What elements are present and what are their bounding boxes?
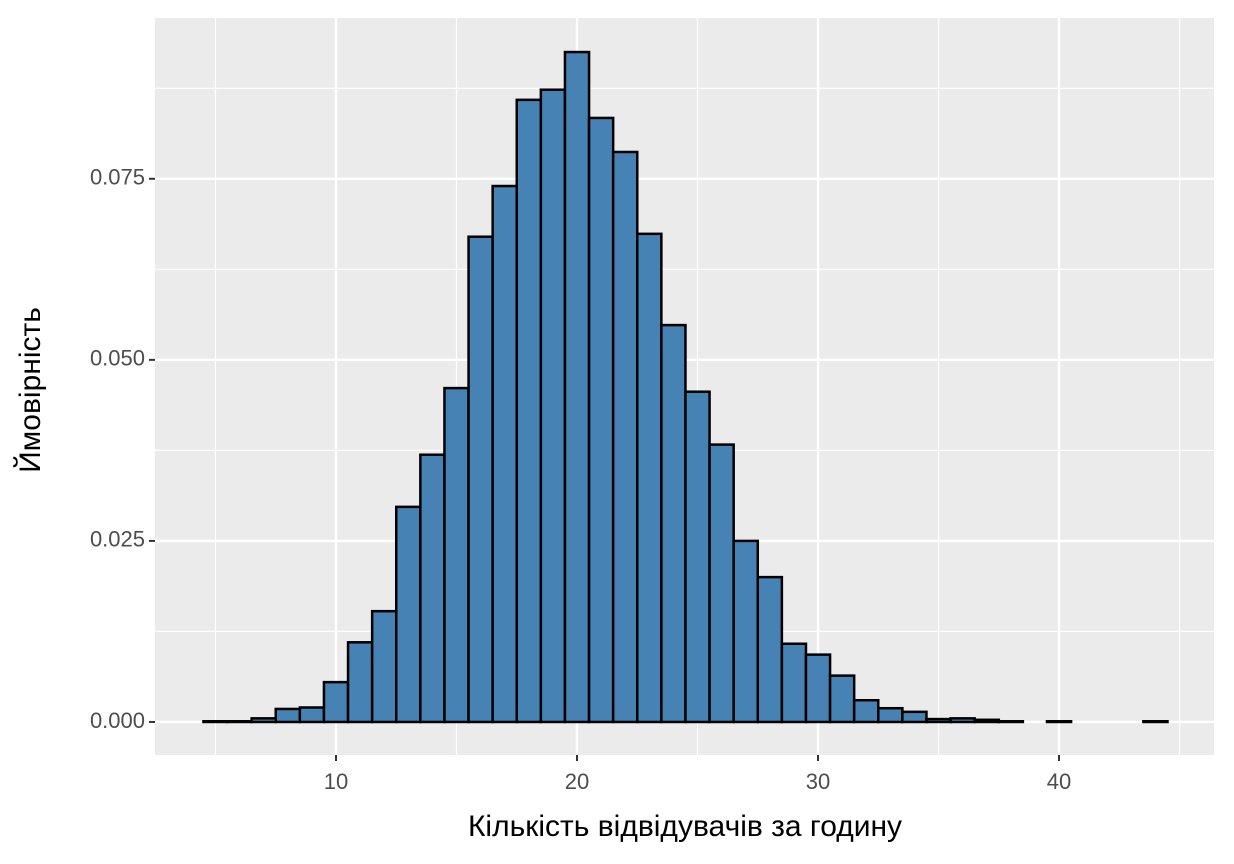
y-tick-label: 0.075 [90, 165, 145, 190]
y-tick-label: 0.025 [90, 527, 145, 552]
bar [419, 453, 446, 724]
bar [346, 641, 374, 724]
x-tick-label: 10 [324, 769, 348, 794]
bar [226, 719, 253, 724]
y-tick-label: 0.000 [90, 708, 145, 733]
x-axis-title: Кількість відвідувачів за годину [468, 810, 902, 843]
bar [587, 116, 615, 724]
x-tick-label: 40 [1047, 769, 1071, 794]
bar [539, 88, 567, 724]
y-axis-title: Ймовірність [13, 307, 47, 473]
bar [322, 680, 350, 724]
bar [636, 232, 663, 724]
bar [708, 443, 735, 724]
bar [491, 184, 519, 724]
x-tick-label: 30 [806, 769, 830, 794]
bar [202, 719, 229, 724]
bar [1045, 719, 1073, 724]
bar [877, 706, 904, 724]
bar [780, 642, 808, 724]
bar [804, 653, 832, 724]
x-tick-label: 20 [565, 769, 589, 794]
bar [1142, 719, 1169, 724]
bar [515, 98, 543, 724]
bar [756, 575, 784, 724]
bar [997, 719, 1025, 724]
bar [274, 707, 302, 724]
bar [395, 505, 422, 724]
bar [370, 609, 398, 724]
bar [563, 50, 591, 724]
bar [250, 717, 277, 724]
bar [949, 717, 976, 724]
bar [611, 150, 639, 724]
bar [973, 718, 1001, 724]
bar [443, 386, 470, 724]
bar [852, 698, 880, 724]
bar [732, 539, 760, 724]
y-tick-label: 0.050 [90, 346, 145, 371]
bar [660, 323, 687, 724]
bar [684, 390, 711, 724]
bar [828, 674, 856, 724]
bar [298, 706, 326, 724]
bar [467, 235, 494, 724]
bar [925, 717, 952, 724]
bar [901, 710, 928, 724]
